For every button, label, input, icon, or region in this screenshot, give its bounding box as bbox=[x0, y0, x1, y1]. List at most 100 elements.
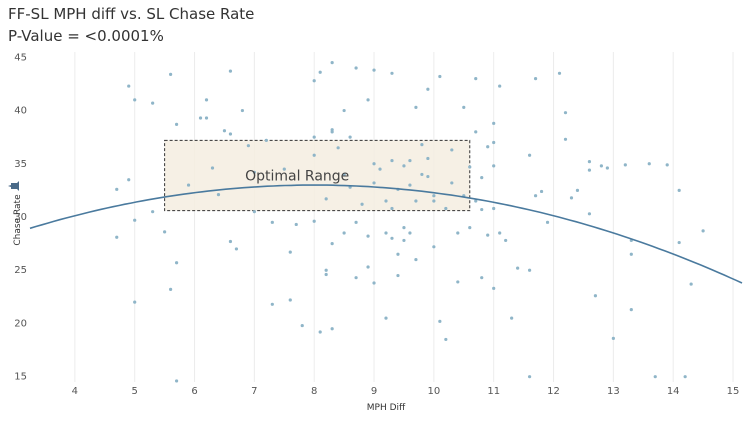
data-point bbox=[432, 199, 436, 203]
data-point bbox=[492, 121, 496, 125]
data-point bbox=[348, 135, 352, 139]
data-point bbox=[527, 153, 532, 157]
pin-icon bbox=[8, 181, 19, 191]
data-point bbox=[384, 231, 388, 235]
data-point bbox=[288, 298, 292, 302]
optimal-range-label: Optimal Range bbox=[245, 168, 349, 184]
data-point bbox=[246, 144, 250, 148]
data-point bbox=[629, 252, 633, 256]
x-tick-label: 6 bbox=[191, 386, 197, 397]
data-point bbox=[210, 166, 215, 170]
data-point bbox=[438, 74, 442, 79]
data-point bbox=[330, 61, 334, 65]
data-point bbox=[264, 138, 268, 142]
data-point bbox=[474, 199, 478, 203]
data-point bbox=[498, 231, 502, 235]
data-point bbox=[474, 77, 478, 81]
data-point bbox=[288, 250, 292, 254]
y-axis-label: Chase Rate bbox=[13, 194, 23, 246]
x-tick-label: 9 bbox=[371, 386, 377, 397]
data-point bbox=[629, 308, 633, 312]
data-point bbox=[510, 316, 514, 320]
data-point bbox=[372, 281, 376, 285]
data-point bbox=[127, 178, 131, 182]
data-point bbox=[151, 210, 155, 214]
y-axis-ticks: 15 20 25 30 35 40 45 bbox=[14, 52, 27, 382]
data-point bbox=[486, 233, 490, 237]
data-point bbox=[372, 68, 376, 72]
data-point bbox=[677, 240, 681, 245]
data-point bbox=[414, 257, 418, 262]
data-point bbox=[402, 226, 406, 230]
data-point bbox=[312, 79, 316, 83]
data-point bbox=[390, 158, 394, 163]
data-point bbox=[174, 122, 179, 126]
data-point bbox=[390, 71, 394, 75]
data-point bbox=[516, 266, 520, 270]
data-point bbox=[480, 276, 484, 280]
data-point bbox=[498, 84, 502, 88]
data-point bbox=[396, 252, 400, 256]
data-point bbox=[270, 220, 274, 224]
data-point bbox=[384, 316, 388, 320]
y-tick-label: 30 bbox=[14, 212, 27, 223]
data-point bbox=[204, 116, 209, 120]
data-point bbox=[677, 188, 681, 192]
data-point bbox=[294, 222, 298, 227]
data-point bbox=[557, 71, 562, 75]
data-point bbox=[689, 282, 693, 286]
data-point bbox=[683, 375, 687, 379]
data-point bbox=[468, 226, 472, 230]
data-point bbox=[342, 231, 346, 235]
x-tick-label: 8 bbox=[311, 386, 317, 397]
y-tick-label: 45 bbox=[14, 52, 27, 63]
data-point bbox=[324, 197, 328, 201]
data-point bbox=[127, 84, 131, 88]
data-points bbox=[115, 61, 705, 383]
data-point bbox=[174, 261, 179, 265]
data-point bbox=[587, 160, 592, 164]
data-point bbox=[444, 206, 448, 211]
data-point bbox=[611, 336, 615, 340]
data-point bbox=[252, 210, 256, 214]
data-point bbox=[115, 187, 119, 191]
x-tick-label: 5 bbox=[132, 386, 138, 397]
data-point bbox=[623, 163, 627, 167]
data-point bbox=[414, 199, 418, 203]
data-point bbox=[354, 276, 358, 280]
data-point bbox=[426, 174, 430, 179]
data-point bbox=[468, 165, 472, 169]
y-tick-label: 40 bbox=[14, 106, 27, 117]
x-tick-label: 15 bbox=[727, 386, 740, 397]
data-point bbox=[312, 153, 316, 157]
data-point bbox=[444, 337, 448, 342]
data-point bbox=[372, 181, 376, 185]
data-point bbox=[133, 218, 137, 222]
data-point bbox=[408, 231, 412, 235]
data-point bbox=[533, 77, 538, 81]
data-point bbox=[587, 168, 592, 172]
data-point bbox=[366, 98, 370, 102]
data-point bbox=[527, 268, 532, 272]
data-point bbox=[426, 87, 430, 91]
data-point bbox=[396, 273, 400, 278]
x-axis-ticks: 4 5 6 7 8 9 10 11 12 13 14 15 bbox=[72, 386, 740, 397]
x-tick-label: 7 bbox=[251, 386, 257, 397]
data-point bbox=[354, 66, 358, 70]
data-point bbox=[462, 105, 466, 109]
data-point bbox=[384, 199, 388, 203]
data-point bbox=[492, 140, 496, 145]
data-point bbox=[569, 196, 574, 200]
data-point bbox=[545, 220, 550, 224]
y-tick-label: 35 bbox=[14, 159, 27, 170]
data-point bbox=[426, 156, 430, 161]
data-point bbox=[474, 130, 478, 134]
data-point bbox=[492, 164, 496, 168]
y-axis-label-group: Chase Rate bbox=[8, 181, 23, 246]
data-point bbox=[480, 176, 484, 180]
trendline bbox=[29, 184, 743, 284]
data-point bbox=[599, 164, 603, 168]
data-point bbox=[587, 212, 592, 216]
data-point bbox=[492, 206, 496, 211]
